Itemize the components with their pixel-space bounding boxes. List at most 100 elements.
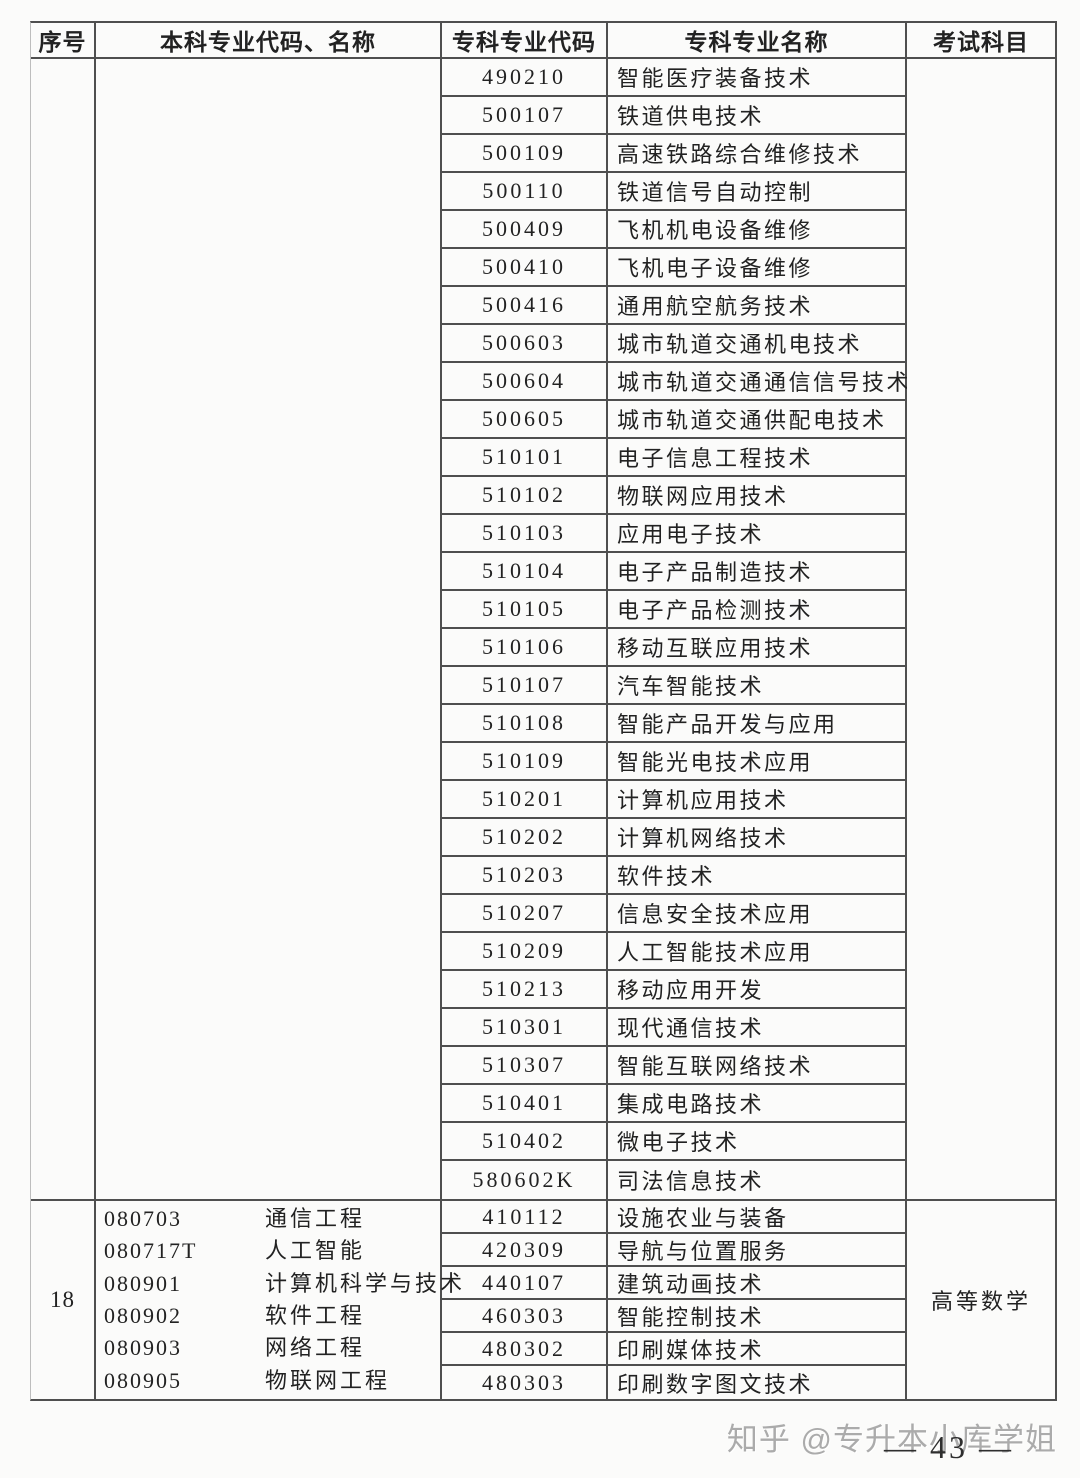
undergraduate-major-line: 080703 通信工程 (104, 1203, 440, 1235)
vocational-code-cell: 510106 (442, 629, 608, 665)
vocational-code-cell: 500409 (442, 211, 608, 247)
table-row: 510207 信息安全技术应用 (442, 895, 905, 933)
vocational-code-cell: 480303 (442, 1366, 608, 1399)
vocational-code-cell: 420309 (442, 1234, 608, 1265)
undergraduate-code: 080703 (104, 1205, 182, 1231)
column-header-vocational-name: 专科专业名称 (608, 23, 907, 57)
vocational-name-cell: 高速铁路综合维修技术 (617, 142, 863, 167)
vocational-name-cell: 电子产品制造技术 (617, 560, 814, 585)
vocational-name-cell: 智能医疗装备技术 (617, 66, 814, 91)
vocational-code-cell: 510301 (442, 1009, 608, 1045)
vocational-code-cell: 500110 (442, 173, 608, 209)
vocational-name-cell: 电子产品检测技术 (617, 598, 814, 623)
vocational-code-cell: 500107 (442, 97, 608, 133)
vocational-name-cell: 司法信息技术 (617, 1169, 765, 1194)
table-row: 510307 智能互联网络技术 (442, 1047, 905, 1085)
vocational-code-cell: 490210 (442, 59, 608, 95)
table-row: 510107 汽车智能技术 (442, 667, 905, 705)
vocational-code-cell: 510105 (442, 591, 608, 627)
vocational-code-cell: 510202 (442, 819, 608, 855)
table-row: 510201 计算机应用技术 (442, 781, 905, 819)
vocational-name-cell: 应用电子技术 (617, 522, 765, 547)
table-row: 500605 城市轨道交通供配电技术 (442, 401, 905, 439)
vocational-code-cell: 410112 (442, 1201, 608, 1232)
table-row: 500410 飞机电子设备维修 (442, 249, 905, 287)
table-row: 510106 移动互联应用技术 (442, 629, 905, 667)
vocational-name-cell: 计算机网络技术 (617, 826, 789, 851)
table-row: 510301 现代通信技术 (442, 1009, 905, 1047)
column-header-vocational-code: 专科专业代码 (442, 23, 608, 57)
undergraduate-name: 人工智能 (265, 1238, 366, 1264)
vocational-name-cell: 印刷媒体技术 (617, 1337, 765, 1363)
table-row: 490210 智能医疗装备技术 (442, 59, 905, 97)
vocational-code-cell: 510213 (442, 971, 608, 1007)
vocational-name-cell: 通用航空航务技术 (617, 294, 814, 319)
undergraduate-name: 通信工程 (265, 1205, 366, 1231)
undergraduate-name: 计算机科学与技术 (265, 1270, 466, 1296)
vocational-code-cell: 500410 (442, 249, 608, 285)
vocational-name-cell: 集成电路技术 (617, 1092, 765, 1117)
vocational-name-cell: 软件技术 (617, 864, 716, 889)
vocational-code-cell: 510104 (442, 553, 608, 589)
vocational-code-cell: 460303 (442, 1300, 608, 1331)
table-header-row: 序号 本科专业代码、名称 专科专业代码 专科专业名称 考试科目 (31, 23, 1055, 59)
vocational-code-cell: 580602K (442, 1161, 608, 1199)
vocational-name-cell: 城市轨道交通通信信号技术 (617, 370, 907, 395)
exam-subject-cell (907, 59, 1055, 1199)
undergraduate-code: 080717T (104, 1238, 198, 1264)
majors-exam-table: 序号 本科专业代码、名称 专科专业代码 专科专业名称 考试科目 490210 智… (30, 21, 1057, 1401)
table-row: 510108 智能产品开发与应用 (442, 705, 905, 743)
vocational-code-cell: 500603 (442, 325, 608, 361)
watermark: 知乎 @专升本小库学姐 (726, 1422, 1057, 1457)
table-row: 510213 移动应用开发 (442, 971, 905, 1009)
vocational-name-cell: 印刷数字图文技术 (617, 1371, 814, 1397)
table-row: 500110 铁道信号自动控制 (442, 173, 905, 211)
table-row: 500107 铁道供电技术 (442, 97, 905, 135)
vocational-code-cell: 510209 (442, 933, 608, 969)
vocational-name-cell: 电子信息工程技术 (617, 446, 814, 471)
table-row: 510104 电子产品制造技术 (442, 553, 905, 591)
table-row: 510209 人工智能技术应用 (442, 933, 905, 971)
vocational-code-cell: 510201 (442, 781, 608, 817)
vocational-name-cell: 现代通信技术 (617, 1016, 765, 1041)
vocational-name-cell: 智能光电技术应用 (617, 750, 814, 775)
undergraduate-code: 080905 (104, 1367, 182, 1393)
table-row: 510102 物联网应用技术 (442, 477, 905, 515)
table-row: 480302 印刷媒体技术 (442, 1333, 905, 1366)
table-row: 500604 城市轨道交通通信信号技术 (442, 363, 907, 401)
vocational-code-cell: 500604 (442, 363, 608, 399)
vocational-code-cell: 500605 (442, 401, 608, 437)
vocational-name-cell: 微电子技术 (617, 1130, 740, 1155)
vocational-code-cell: 510401 (442, 1085, 608, 1121)
vocational-code-cell: 510203 (442, 857, 608, 893)
exam-subject-cell: 高等数学 (930, 1289, 1031, 1314)
vocational-code-cell: 510101 (442, 439, 608, 475)
vocational-name-cell: 飞机机电设备维修 (617, 218, 814, 243)
vocational-code-cell: 510307 (442, 1047, 608, 1083)
page-number: — 43 — (884, 1429, 1014, 1465)
table-row: 410112 设施农业与装备 (442, 1201, 905, 1234)
vocational-code-cell: 500416 (442, 287, 608, 323)
vocational-name-cell: 城市轨道交通机电技术 (617, 332, 863, 357)
vocational-name-cell: 智能控制技术 (617, 1304, 765, 1330)
table-row: 480303 印刷数字图文技术 (442, 1366, 905, 1399)
table-section-continuation: 490210 智能医疗装备技术 500107 铁道供电技术 500109 高速铁… (31, 59, 1055, 1201)
vocational-name-cell: 人工智能技术应用 (617, 940, 814, 965)
undergraduate-majors-cell: 080703 通信工程 080717T 人工智能 080901 计算机科学与技术 08… (96, 1201, 462, 1399)
undergraduate-code: 080902 (104, 1303, 182, 1328)
undergraduate-major-line: 080901 计算机科学与技术 (104, 1268, 462, 1300)
vocational-code-cell: 510108 (442, 705, 608, 741)
vocational-name-cell: 智能互联网络技术 (617, 1054, 814, 1079)
vocational-code-cell: 510103 (442, 515, 608, 551)
table-row: 440107 建筑动画技术 (442, 1267, 905, 1300)
vocational-code-cell: 510109 (442, 743, 608, 779)
vocational-name-cell: 铁道信号自动控制 (617, 180, 814, 205)
column-header-exam-subject: 考试科目 (933, 29, 1029, 55)
table-row: 500409 飞机机电设备维修 (442, 211, 905, 249)
serial-cell (31, 59, 96, 1199)
table-row: 420309 导航与位置服务 (442, 1234, 905, 1267)
undergraduate-name: 物联网工程 (265, 1367, 391, 1393)
vocational-name-cell: 计算机应用技术 (617, 788, 789, 813)
vocational-subrows: 490210 智能医疗装备技术 500107 铁道供电技术 500109 高速铁… (442, 59, 907, 1199)
